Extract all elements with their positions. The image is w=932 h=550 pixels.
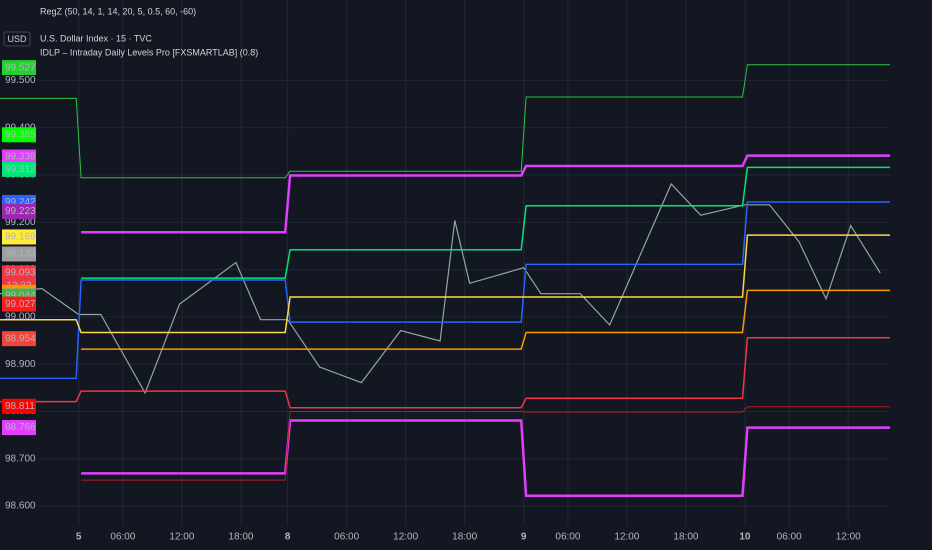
price-badge [2,331,36,347]
price-badge-label: 98.766 [5,422,36,433]
x-tick-label: 9 [521,532,527,543]
price-badge [2,398,36,414]
x-tick-label: 06:00 [334,532,359,543]
x-tick-label: 12:00 [393,532,418,543]
price-badge-label: 99.044 [5,291,36,302]
price-badge [2,161,36,177]
y-tick-label: 99.200 [5,217,36,228]
x-tick-label: 06:00 [110,532,135,543]
x-tick-label: 12:00 [614,532,639,543]
y-tick-label: 99.500 [5,75,36,86]
indicator-top: RegZ (50, 14, 1, 14, 20, 5, 0.5, 60, -60… [40,6,196,16]
price-badge [2,149,36,165]
x-tick-label: 12:00 [836,532,861,543]
x-tick-label: 12:00 [169,532,194,543]
level-line [81,289,890,350]
price-badge-label: 99.169 [5,232,36,243]
x-tick-label: 06:00 [555,532,580,543]
price-badge-label: 99.223 [5,206,36,217]
plot: 98.60098.70098.80098.90099.00099.10099.2… [0,0,890,543]
price-badge [2,229,36,245]
x-tick-label: 10 [739,532,751,543]
level-line [0,64,890,179]
level-line [0,201,890,380]
indicator: IDLP – Intraday Daily Levels Pro [FXSMAR… [40,47,258,57]
price-badge-label: 99.338 [5,152,36,163]
y-tick-label: 98.600 [5,501,36,512]
x-tick-label: 06:00 [777,532,802,543]
price-badge [2,296,36,312]
x-tick-label: 18:00 [452,532,477,543]
price-badge-label: 98.811 [5,401,35,412]
level-line [81,419,890,497]
level-line [0,336,890,409]
price-badge [2,60,36,76]
price-line [0,182,881,395]
price-badge [2,127,36,143]
y-tick-label: 98.900 [5,359,36,370]
price-badge-label: 99.385 [5,129,36,140]
level-line [81,406,890,481]
x-tick-label: 18:00 [228,532,253,543]
price-badge-label: 98.954 [5,333,36,344]
y-tick-label: 98.700 [5,453,36,464]
price-badge-label: 99.527 [5,62,36,73]
price-badge [2,246,36,262]
price-badge [2,420,36,436]
symbol-badge[interactable] [3,31,31,47]
price-badge-label: 99.093 [5,268,36,279]
x-tick-label: 8 [285,532,291,543]
price-badge-label: 99.242 [5,197,36,208]
level-line [0,234,890,334]
level-line [81,154,890,234]
price-badge-label: 99.027 [5,299,36,310]
level-line [81,166,890,279]
price-badge-label: 99.133 [5,249,36,260]
symbol: U.S. Dollar Index · 15 · TVC [40,33,152,43]
price-badge [2,203,36,219]
price-badge-label: 99.312 [5,164,36,175]
x-tick-label: 5 [76,532,82,543]
y-tick-label: 99.000 [5,312,36,323]
x-tick-label: 18:00 [673,532,698,543]
symbol-badge-text: USD [7,34,27,44]
